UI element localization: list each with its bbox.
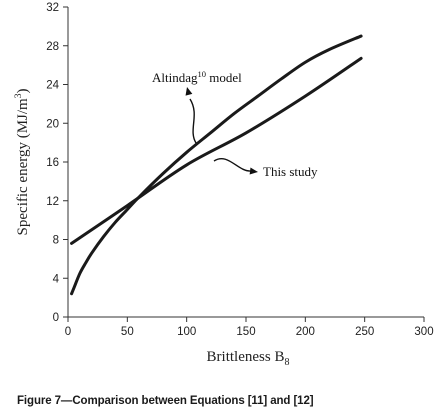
y-tick-label: 28 xyxy=(46,41,59,53)
y-tick-label: 32 xyxy=(46,2,59,14)
y-tick-label: 4 xyxy=(53,273,60,285)
x-tick-label: 50 xyxy=(121,326,134,338)
y-tick-label: 8 xyxy=(53,235,59,247)
annotation-label-altindag-text: Altindag xyxy=(152,70,198,85)
x-tick-label: 300 xyxy=(414,326,433,338)
y-tick-label: 12 xyxy=(46,196,59,208)
x-axis-title-text: Brittleness B xyxy=(207,349,285,365)
annotation-leader-this-study xyxy=(213,158,252,172)
y-tick-label: 20 xyxy=(46,118,59,130)
figure-caption: Figure 7—Comparison between Equations [1… xyxy=(17,395,314,407)
series-line-this-study xyxy=(70,56,363,245)
x-axis-title-subscript: 8 xyxy=(284,357,289,368)
x-tick-label: 150 xyxy=(236,326,255,338)
annotations: Altindag10 model This study xyxy=(152,69,318,179)
y-axis-title-text: Specific energy (MJ/m xyxy=(15,98,31,236)
annotation-leader-altindag xyxy=(189,98,197,144)
y-axis-title: Specific energy (MJ/m3) xyxy=(14,89,31,236)
axes: 0 4 8 12 16 20 24 28 32 0 50 100 150 200 250 300 Brittle… xyxy=(14,2,434,368)
series-line-altindag-model xyxy=(70,34,363,296)
y-tick-label: 16 xyxy=(46,157,59,169)
y-tick-label: 24 xyxy=(46,80,59,92)
annotation-label-altindag-superscript: 10 xyxy=(198,69,207,79)
annotation-label-altindag-suffix: model xyxy=(206,70,242,85)
y-axis-title-superscript: 3 xyxy=(14,93,24,98)
line-chart: 0 4 8 12 16 20 24 28 32 0 50 100 150 200 250 300 Brittle… xyxy=(14,2,434,368)
y-tick-label: 0 xyxy=(53,312,59,324)
y-axis-title-close: ) xyxy=(15,89,31,94)
annotation-arrowhead-altindag xyxy=(185,87,193,96)
x-tick-label: 250 xyxy=(355,326,374,338)
series-layer xyxy=(70,34,363,296)
annotation-label-altindag: Altindag10 model xyxy=(152,69,242,85)
x-tick-label: 200 xyxy=(296,326,315,338)
annotation-arrowhead-this-study xyxy=(249,167,258,175)
annotation-label-this-study: This study xyxy=(263,164,318,179)
x-axis-title: Brittleness B8 xyxy=(207,349,290,368)
x-tick-label: 100 xyxy=(177,326,196,338)
x-tick-label: 0 xyxy=(65,326,71,338)
